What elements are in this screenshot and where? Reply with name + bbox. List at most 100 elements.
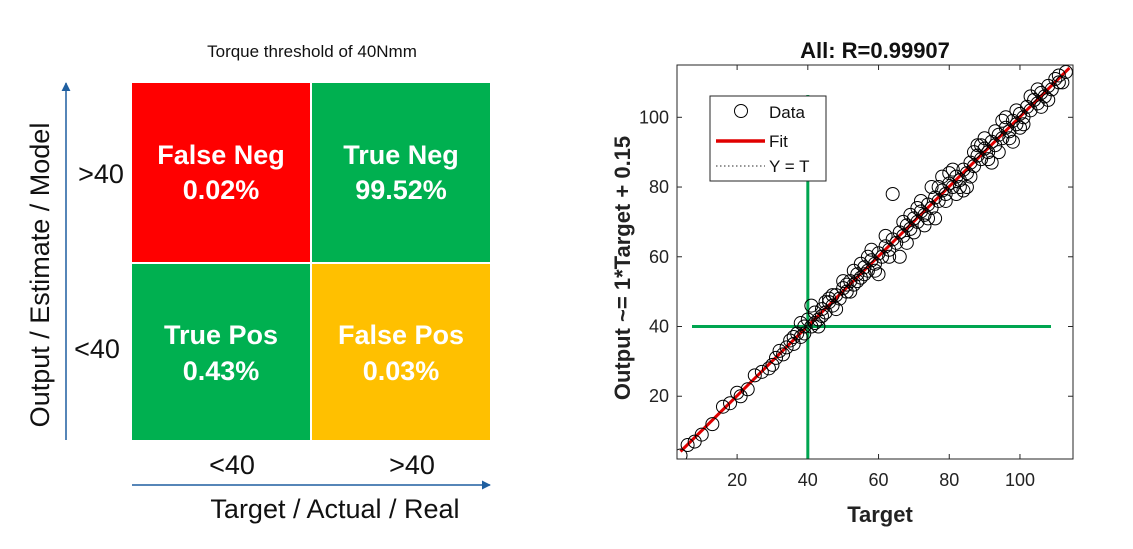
data-point (913, 193, 928, 208)
confusion-matrix: Torque threshold of 40Nmm False Neg 0.02… (25, 42, 491, 524)
data-point (1009, 103, 1024, 118)
y-tick-label: 80 (649, 177, 669, 197)
data-point (952, 180, 967, 195)
data-point (988, 124, 1003, 139)
data-point (956, 183, 971, 198)
cell-false-neg (132, 83, 310, 262)
data-point (776, 347, 791, 362)
cell-true-neg (312, 83, 490, 262)
data-point (977, 131, 992, 146)
data-point (931, 180, 946, 195)
data-point (882, 249, 897, 264)
data-point (797, 319, 812, 334)
data-point (1005, 134, 1020, 149)
data-point (747, 368, 762, 383)
data-points (677, 65, 1073, 459)
data-point (1051, 75, 1066, 90)
data-point (864, 242, 879, 257)
data-point (959, 180, 974, 195)
x-tick-label: 100 (1005, 470, 1035, 490)
data-point (892, 249, 907, 264)
regression-plot: All: R=0.99907 20 40 60 80 100 20 40 60 80 100 D… (610, 38, 1074, 527)
x-tick-label: 80 (939, 470, 959, 490)
cell-true-pos (132, 264, 310, 440)
legend-yt-label: Y = T (769, 157, 809, 176)
data-point (963, 169, 978, 184)
cell-true-pos-value: 0.43% (183, 356, 260, 386)
y-category-lt40: <40 (74, 334, 120, 364)
data-point (836, 274, 851, 289)
x-category-lt40: <40 (209, 450, 255, 480)
x-tick-label: 60 (869, 470, 889, 490)
data-point (998, 110, 1013, 125)
data-point (910, 200, 925, 215)
data-point (868, 263, 882, 278)
legend-data-label: Data (769, 103, 805, 122)
scatter-xlabel: Target (847, 502, 913, 527)
cell-true-neg-value: 99.52% (355, 175, 447, 205)
legend-box (709, 95, 827, 182)
x-category-gt40: >40 (389, 450, 435, 480)
data-point (921, 211, 936, 226)
data-point (885, 187, 900, 202)
y-tick-label: 20 (649, 386, 669, 406)
data-point (811, 319, 826, 334)
data-point (797, 326, 812, 341)
cell-false-neg-name: False Neg (157, 140, 285, 170)
data-point (857, 267, 872, 282)
data-point (829, 302, 844, 317)
data-point (974, 138, 989, 153)
data-point (793, 316, 808, 331)
data-point (995, 113, 1010, 128)
cell-false-neg-value: 0.02% (183, 175, 260, 205)
data-point (754, 364, 769, 379)
data-point (928, 211, 943, 226)
data-point (860, 249, 875, 264)
scatter-ylabel: Output ~= 1*Target + 0.15 (610, 136, 635, 400)
data-point (906, 225, 921, 240)
data-point (899, 235, 914, 250)
data-point (846, 263, 861, 278)
x-tick-label: 20 (727, 470, 747, 490)
data-point (779, 340, 794, 355)
cell-true-pos-name: True Pos (164, 320, 278, 350)
data-point (677, 448, 688, 459)
data-point (715, 399, 730, 414)
legend-fit-label: Fit (769, 132, 788, 151)
y-tick-label: 60 (649, 247, 669, 267)
data-point (1051, 68, 1066, 83)
data-point (822, 291, 837, 306)
confusion-matrix-xlabel: Target / Actual / Real (210, 494, 459, 524)
data-point (949, 187, 964, 202)
cell-false-pos-name: False Pos (338, 320, 464, 350)
data-point (804, 298, 819, 313)
data-point (705, 417, 720, 432)
confusion-matrix-ylabel: Output / Estimate / Model (25, 123, 55, 428)
scatter-title: All: R=0.99907 (800, 38, 950, 63)
data-point (1012, 120, 1027, 135)
y-tick-marks: 20 40 60 80 100 (639, 107, 1073, 406)
data-point (1016, 117, 1031, 132)
data-point (807, 316, 822, 331)
data-point (935, 169, 950, 184)
x-tick-marks: 20 40 60 80 100 (727, 65, 1035, 490)
data-point (945, 162, 960, 177)
data-point (761, 361, 776, 376)
data-point (1002, 131, 1017, 146)
cell-false-pos (312, 264, 490, 440)
cell-false-pos-value: 0.03% (363, 356, 440, 386)
data-point (878, 228, 893, 243)
data-point (984, 155, 999, 170)
data-point (818, 295, 833, 310)
data-point (924, 180, 939, 195)
data-point (1041, 92, 1056, 107)
data-point (871, 267, 886, 282)
data-point (793, 329, 808, 344)
data-point (839, 277, 854, 292)
data-point (981, 152, 996, 167)
data-point (769, 350, 783, 365)
y-tick-label: 40 (649, 317, 669, 337)
data-point (917, 218, 932, 233)
legend-data-marker (734, 104, 748, 118)
data-point (723, 396, 738, 411)
